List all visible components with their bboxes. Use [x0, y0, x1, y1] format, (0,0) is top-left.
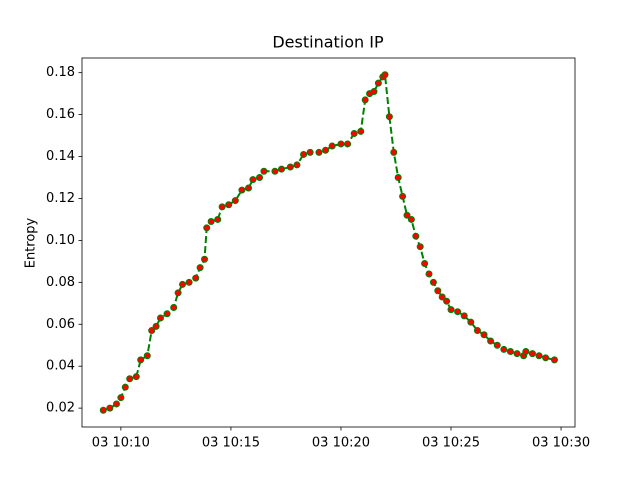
data-point — [148, 327, 156, 335]
data-point — [99, 406, 107, 414]
data-point — [218, 203, 226, 211]
data-point — [407, 215, 415, 223]
data-point — [179, 280, 187, 288]
data-point — [438, 293, 446, 301]
data-line — [102, 72, 555, 412]
y-tick-label: 0.12 — [46, 191, 75, 206]
data-point — [434, 287, 442, 295]
data-point — [278, 165, 286, 173]
data-point — [403, 211, 411, 219]
data-point — [473, 327, 481, 335]
data-point — [460, 312, 468, 320]
data-point — [192, 274, 200, 282]
data-point — [528, 350, 536, 358]
data-point — [156, 314, 164, 322]
data-point — [421, 259, 429, 267]
data-point — [170, 303, 178, 311]
chart-title: Destination IP — [272, 33, 384, 52]
data-point — [121, 383, 129, 391]
x-tick-label: 03 10:30 — [532, 436, 590, 451]
data-point — [300, 150, 308, 158]
data-point — [361, 96, 369, 104]
y-tick-label: 0.04 — [46, 359, 75, 374]
data-point — [201, 255, 209, 263]
data-point — [374, 79, 382, 87]
data-point — [315, 148, 323, 156]
data-point — [412, 232, 420, 240]
data-point — [370, 88, 378, 96]
y-tick-label: 0.06 — [46, 317, 75, 332]
data-point — [390, 148, 398, 156]
data-point — [306, 148, 314, 156]
x-tick-label: 03 10:20 — [312, 436, 370, 451]
data-point — [137, 356, 145, 364]
data-point — [513, 350, 521, 358]
data-point — [238, 186, 246, 194]
plot-frame — [81, 57, 576, 428]
x-tick-label: 03 10:15 — [202, 436, 260, 451]
data-point — [286, 163, 294, 171]
y-tick-label: 0.02 — [46, 401, 75, 416]
y-tick-label: 0.16 — [46, 107, 75, 122]
data-point — [394, 174, 402, 182]
data-point — [163, 310, 171, 318]
data-point — [535, 352, 543, 360]
data-point — [249, 176, 257, 184]
data-point — [522, 348, 530, 356]
data-point — [245, 184, 253, 192]
data-point — [132, 373, 140, 381]
data-point — [174, 289, 182, 297]
data-point — [126, 375, 134, 383]
data-point — [106, 404, 114, 412]
x-tick-label: 03 10:25 — [422, 436, 480, 451]
data-point — [256, 174, 264, 182]
data-point — [112, 400, 120, 408]
data-point — [425, 270, 433, 278]
x-tick-label: 03 10:10 — [92, 436, 150, 451]
data-point — [399, 192, 407, 200]
data-point — [344, 140, 352, 148]
data-point — [207, 218, 215, 226]
y-tick-label: 0.18 — [46, 65, 75, 80]
data-point — [231, 197, 239, 205]
data-point — [500, 345, 508, 353]
data-point — [454, 308, 462, 316]
data-point — [506, 348, 514, 356]
data-point — [550, 356, 558, 364]
data-point — [185, 278, 193, 286]
data-point — [443, 297, 451, 305]
data-point — [337, 140, 345, 148]
data-point — [260, 167, 268, 175]
y-axis-label: Entropy — [24, 217, 39, 268]
data-point — [467, 318, 475, 326]
data-point — [487, 337, 495, 345]
data-point — [493, 341, 501, 349]
data-point — [152, 322, 160, 330]
data-point — [196, 264, 204, 272]
data-point — [381, 71, 389, 79]
data-point — [328, 142, 336, 150]
data-point — [416, 243, 424, 251]
data-point — [143, 352, 151, 360]
data-point — [322, 146, 330, 154]
data-point — [429, 278, 437, 286]
data-point — [480, 331, 488, 339]
y-tick-label: 0.10 — [46, 233, 75, 248]
y-tick-label: 0.08 — [46, 275, 75, 290]
data-point — [203, 224, 211, 232]
data-point — [350, 129, 358, 137]
data-point — [385, 113, 393, 121]
data-point — [214, 215, 222, 223]
data-point — [357, 127, 365, 135]
data-point — [293, 161, 301, 169]
data-point — [117, 394, 125, 402]
data-point — [542, 354, 550, 362]
data-point — [271, 167, 279, 175]
data-point — [225, 201, 233, 209]
y-tick-label: 0.14 — [46, 149, 75, 164]
data-point — [447, 306, 455, 314]
